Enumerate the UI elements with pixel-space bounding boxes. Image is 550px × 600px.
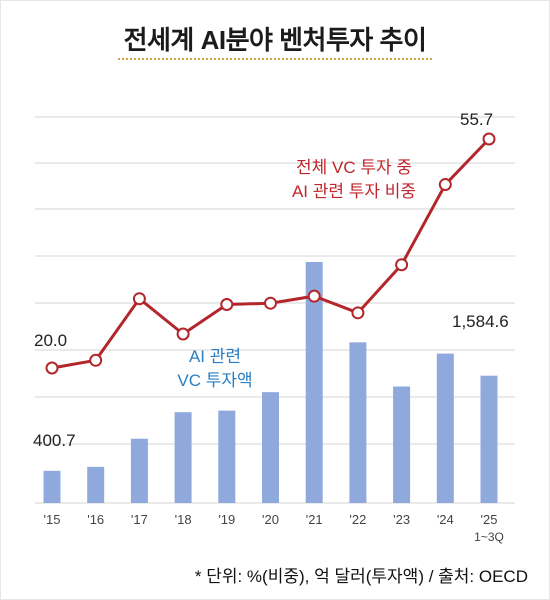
x-tick-4: '19 — [218, 512, 235, 527]
bar-5 — [262, 392, 279, 503]
bar-8 — [393, 386, 411, 503]
line-point-10 — [482, 132, 496, 146]
data-labels: 20.0 55.7 400.7 1,584.6 전체 VC 투자 중 AI 관련 투자 비… — [33, 110, 509, 450]
line-path — [51, 137, 491, 370]
line-point-2 — [132, 292, 146, 306]
line-series-label-2: AI 관련 투자 비중 — [292, 182, 416, 201]
bar-label-first: 400.7 — [33, 431, 76, 450]
x-tick-3: '18 — [175, 512, 192, 527]
x-tick-5: '20 — [262, 512, 279, 527]
bar-4 — [218, 410, 236, 503]
bar-series-label-1: AI 관련 — [189, 347, 241, 366]
bar-2 — [130, 438, 148, 503]
bar-7 — [349, 342, 367, 503]
line-point-0 — [45, 361, 59, 375]
x-tick-1: '16 — [87, 512, 104, 527]
x-tick-7: '22 — [349, 512, 366, 527]
line-point-5 — [264, 296, 277, 310]
title-underline — [118, 58, 432, 60]
line-point-7 — [351, 306, 365, 320]
bar-series-label-2: VC 투자액 — [177, 371, 252, 390]
x-tick-10: '25 — [481, 512, 498, 527]
line-series-label-1: 전체 VC 투자 중 — [296, 158, 412, 177]
bar-label-last: 1,584.6 — [452, 312, 509, 331]
x-tick-9: '24 — [437, 512, 454, 527]
line-point-3 — [176, 327, 190, 341]
bar-1 — [87, 466, 105, 503]
bar-series — [43, 262, 498, 503]
bar-3 — [174, 412, 192, 503]
x-tick-0: '15 — [44, 512, 61, 527]
bar-0 — [43, 470, 61, 503]
line-point-6 — [307, 289, 321, 303]
x-tick-8: '23 — [393, 512, 410, 527]
chart-title: 전세계 AI분야 벤처투자 추이 — [123, 25, 427, 55]
x-tick-sub: 1~3Q — [474, 530, 504, 544]
line-point-1 — [89, 353, 103, 367]
x-axis: '15 '16 '17 '18 '19 '20 '21 '22 '23 '24 '25 1~3Q — [44, 512, 504, 544]
line-label-first: 20.0 — [34, 331, 67, 350]
x-tick-2: '17 — [131, 512, 148, 527]
footnote: * 단위: %(비중), 억 달러(투자액) / 출처: OECD — [194, 567, 528, 586]
bar-10 — [480, 375, 498, 503]
bar-9 — [436, 353, 454, 503]
line-label-last: 55.7 — [460, 110, 493, 129]
line-point-4 — [220, 297, 234, 311]
x-tick-6: '21 — [306, 512, 323, 527]
line-point-8 — [395, 258, 409, 272]
line-point-9 — [438, 178, 452, 192]
line-series — [45, 132, 496, 375]
bar-6 — [305, 262, 323, 503]
